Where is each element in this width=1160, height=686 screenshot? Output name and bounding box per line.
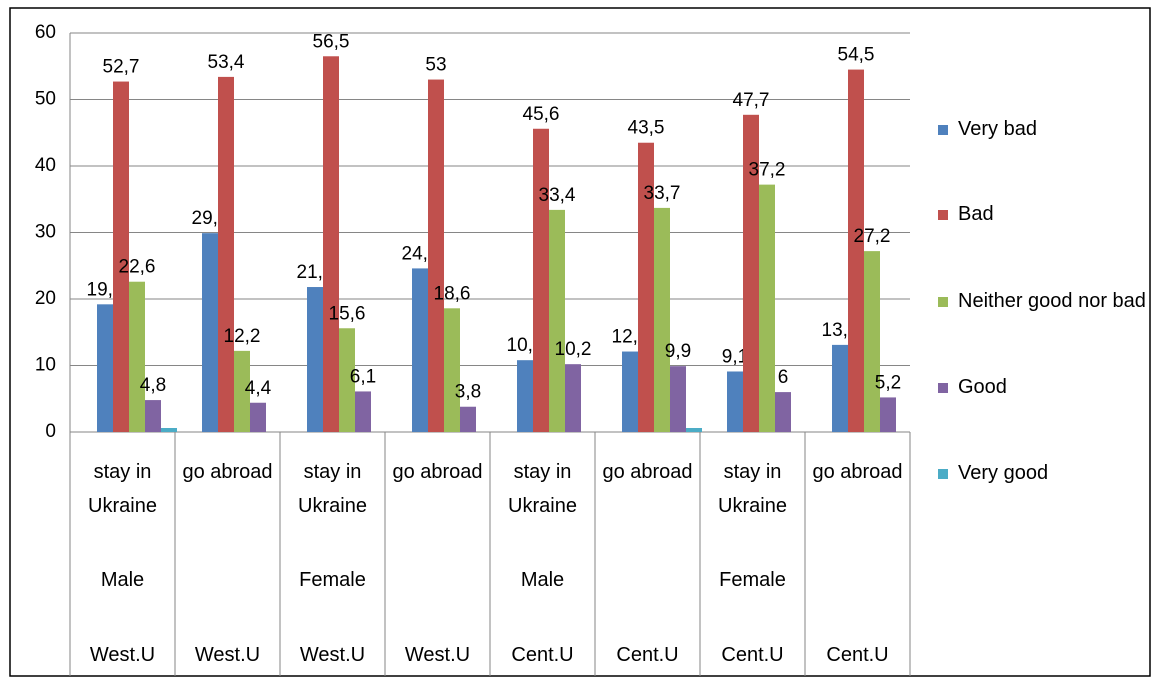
bar [250,402,266,432]
x-tick-label: go abroad [392,461,483,483]
legend-swatch [938,469,948,479]
legend-swatch [938,210,948,220]
bar [97,304,113,432]
data-label: 15,6 [329,303,366,324]
bar [444,308,460,432]
legend-label: Bad [958,203,994,225]
legend-label: Very bad [958,118,1037,140]
data-label: 53,4 [208,52,245,73]
data-label: 4,8 [140,375,166,396]
y-tick-label: 50 [35,89,56,110]
data-label: 22,6 [119,257,156,278]
frame [9,7,1151,677]
bar [654,207,670,432]
data-label: 45,6 [523,104,560,125]
data-label: 9,1 [722,347,748,368]
bar [113,81,129,433]
bar [234,350,250,432]
y-tick-label: 20 [35,288,56,309]
data-label: 33,7 [644,183,681,204]
legend-label: Good [958,376,1007,398]
legend-label: Neither good nor bad [958,290,1146,312]
group-label: Female [299,569,366,591]
legend-swatch [938,125,948,135]
bar [743,114,759,433]
group-label: West.U [89,644,156,666]
group-label: Cent.U [721,644,784,666]
legend-swatch [938,297,948,307]
group-label: Female [719,569,786,591]
data-label: 10,2 [555,339,592,360]
y-tick-label: 0 [45,421,56,442]
bar [517,360,533,432]
data-label: 9,9 [665,341,691,362]
x-tick-label: stay in Ukraine [718,461,787,517]
legend-label: Very good [958,462,1049,484]
data-label: 3,8 [455,382,481,403]
group-label: West.U [299,644,366,666]
group-label: West.U [194,644,261,666]
bar [428,79,444,433]
data-label: 6 [778,367,789,388]
x-tick-label: go abroad [602,461,693,483]
bar [864,251,880,432]
bar [460,406,476,432]
data-label: 33,4 [539,185,576,206]
y-tick-label: 60 [35,22,56,43]
bar [323,56,339,433]
bar [775,392,791,432]
bar [355,391,371,432]
bar [218,76,234,432]
bar [565,364,581,432]
data-label: 53 [425,55,446,76]
bar [880,397,896,432]
data-label: 52,7 [103,57,140,78]
bar [339,328,355,432]
x-tick-label: go abroad [182,461,273,483]
bar [670,366,686,432]
data-label: 5,2 [875,372,901,393]
data-label: 56,5 [313,31,350,52]
y-tick-label: 40 [35,155,56,176]
data-label: 27,2 [854,226,891,247]
group-label: Male [520,569,565,591]
bar [549,209,565,432]
bar [145,400,161,432]
bar [686,428,702,432]
data-label: 6,1 [350,366,376,387]
group-label: West.U [404,644,471,666]
bar [533,128,549,432]
bar [727,371,743,432]
x-tick-label: go abroad [812,461,903,483]
x-tick-label: stay in Ukraine [508,461,577,517]
data-label: 18,6 [434,283,471,304]
data-label: 37,2 [749,160,786,181]
group-label: Cent.U [826,644,889,666]
legend-swatch [938,383,948,393]
group-label: Cent.U [616,644,679,666]
group-label: Cent.U [511,644,574,666]
group-label: Male [100,569,145,591]
data-label: 4,4 [245,378,272,399]
y-tick-label: 30 [35,222,56,243]
bar [129,281,145,432]
x-tick-label: stay in Ukraine [88,461,157,517]
y-tick-label: 10 [35,355,56,376]
bar [848,69,864,432]
data-label: 12,2 [224,326,261,347]
bar [759,184,775,432]
bar [307,287,323,432]
x-tick-label: stay in Ukraine [298,461,367,517]
data-label: 47,7 [733,90,770,111]
data-label: 54,5 [838,45,875,66]
bar [202,233,218,432]
bar [622,351,638,432]
bar [832,344,848,432]
bar [638,142,654,432]
data-label: 43,5 [628,118,665,139]
bar [161,428,177,432]
bar [412,268,428,432]
